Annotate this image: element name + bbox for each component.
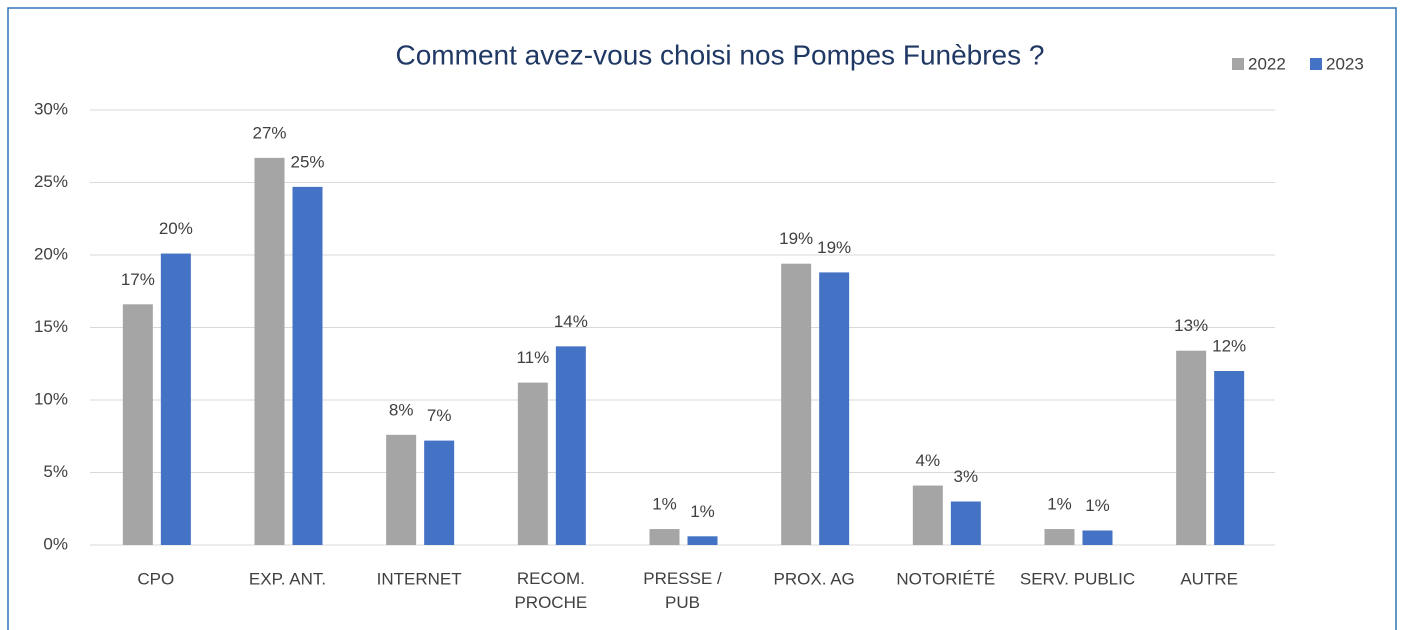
data-label: 14% [554,312,588,331]
data-label: 4% [916,451,941,470]
y-tick-label: 20% [34,244,68,263]
x-tick-label: RECOM. PROCHE [514,569,587,612]
bar [649,529,680,545]
bar [424,440,455,545]
data-label: 17% [121,270,155,289]
y-tick-label: 25% [34,172,68,191]
data-label: 12% [1212,336,1246,355]
legend-label: 2023 [1326,54,1364,73]
data-label: 7% [427,406,452,425]
bar [292,186,323,545]
chart-title: Comment avez-vous choisi nos Pompes Funè… [396,39,1045,70]
y-tick-label: 0% [43,534,68,553]
data-label: 20% [159,219,193,238]
data-label: 13% [1174,316,1208,335]
bar [555,346,586,545]
data-label: 8% [389,400,414,419]
bar [122,304,153,545]
x-tick-label: SERV. PUBLIC [1020,569,1135,588]
x-tick-label: AUTRE [1180,569,1238,588]
data-label: 1% [652,495,677,514]
data-label: 1% [690,502,715,521]
bar [1176,350,1207,545]
bar [1214,371,1245,545]
x-tick-label: EXP. ANT. [249,569,326,588]
x-tick-label: CPO [137,569,174,588]
bar [1044,529,1075,545]
data-label: 25% [290,152,324,171]
y-tick-label: 15% [34,317,68,336]
data-label: 19% [817,238,851,257]
legend-swatch [1232,58,1244,70]
bar [1082,530,1113,545]
bar [781,263,812,545]
bar [950,501,981,545]
bar [254,157,285,545]
data-label: 1% [1085,496,1110,515]
bar [160,253,191,546]
bar [912,485,943,545]
legend-swatch [1310,58,1322,70]
chart-frame [7,7,1397,630]
data-label: 1% [1047,495,1072,514]
x-tick-label: PROX. AG [774,569,855,588]
y-tick-label: 5% [43,462,68,481]
data-label: 11% [516,348,549,367]
x-tick-label: INTERNET [377,569,462,588]
bar [687,536,718,545]
bar [517,382,548,545]
legend-label: 2022 [1248,54,1286,73]
y-tick-label: 10% [34,389,68,408]
bar [819,272,850,545]
x-tick-label: NOTORIÉTÉ [896,569,995,588]
data-label: 19% [779,229,813,248]
bar [386,434,417,545]
data-label: 3% [954,467,979,486]
y-tick-label: 30% [34,99,68,118]
data-label: 27% [252,123,286,142]
x-tick-label: PRESSE / PUB [643,569,722,612]
